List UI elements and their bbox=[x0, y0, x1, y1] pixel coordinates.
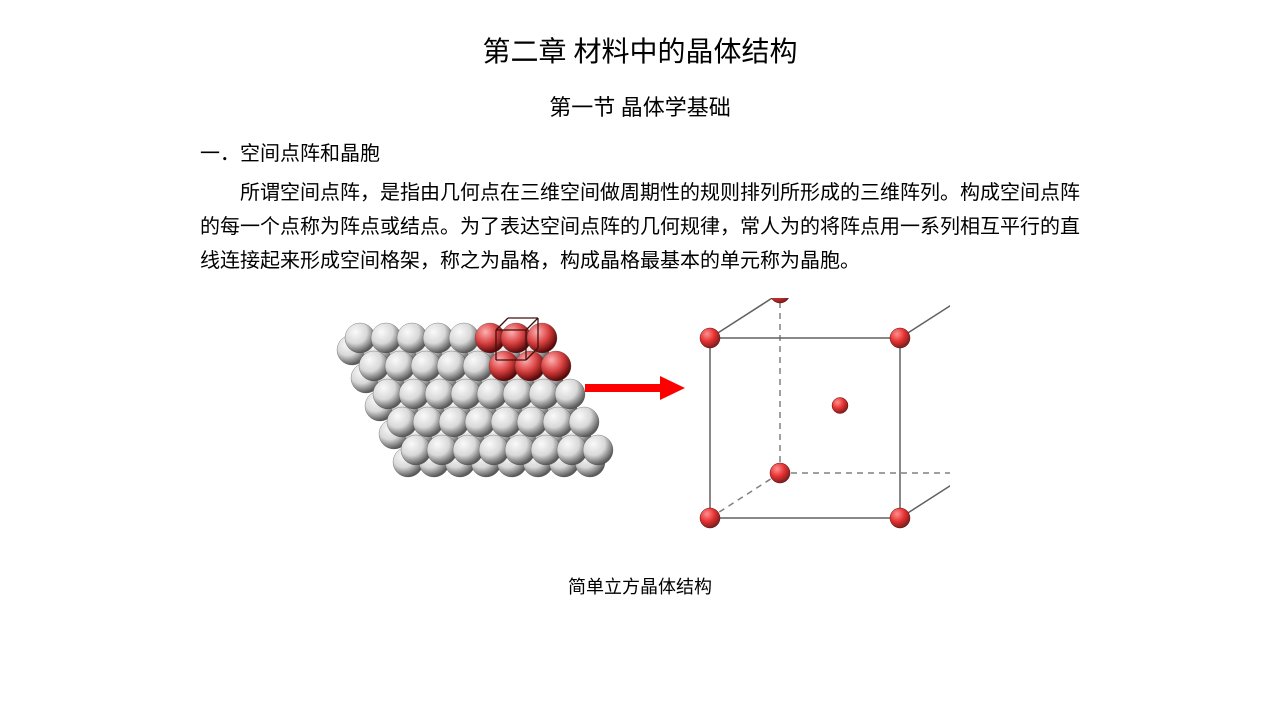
body-paragraph: 所谓空间点阵，是指由几何点在三维空间做周期性的规则排列所形成的三维阵列。构成空间… bbox=[200, 176, 1080, 278]
chapter-title: 第二章 材料中的晶体结构 bbox=[200, 30, 1080, 70]
figure-container bbox=[200, 298, 1080, 558]
crystal-figure bbox=[330, 298, 950, 558]
figure-caption: 简单立方晶体结构 bbox=[200, 573, 1080, 599]
subsection-heading: 一．空间点阵和晶胞 bbox=[200, 137, 1080, 166]
section-title: 第一节 晶体学基础 bbox=[200, 90, 1080, 122]
